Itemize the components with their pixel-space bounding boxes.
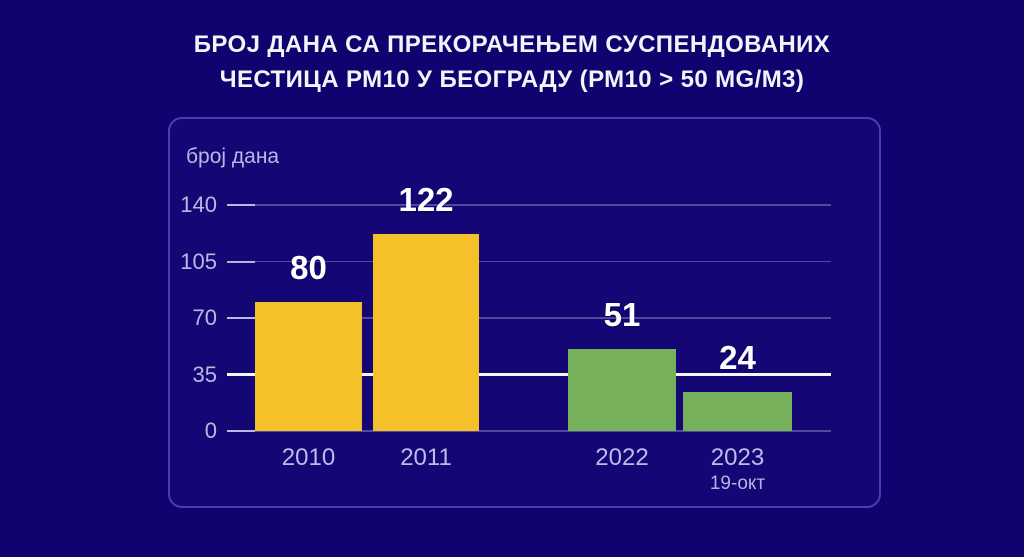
y-tick-mark-140 <box>227 204 255 206</box>
gridline-0 <box>227 430 831 432</box>
x-tick-label-2011: 2011 <box>400 444 452 471</box>
y-tick-label-35: 35 <box>192 361 217 387</box>
x-tick-sublabel-2023: 19-окт <box>709 473 766 494</box>
bar-value-label-2023: 24 <box>719 339 756 377</box>
y-tick-mark-70 <box>227 317 255 319</box>
y-tick-label-70: 70 <box>192 305 217 330</box>
x-tick-label-2023: 2023 <box>710 444 765 471</box>
y-tick-label-105: 105 <box>180 248 217 274</box>
y-tick-mark-0 <box>227 430 255 432</box>
y-tick-mark-105 <box>227 260 255 263</box>
chart-title: БРОЈ ДАНА СА ПРЕКОРАЧЕЊЕМ СУСПЕНДОВАНИХ … <box>0 27 1024 97</box>
x-tick-label-2010: 2010 <box>281 444 336 471</box>
bar-value-label-2010: 80 <box>290 248 327 286</box>
y-tick-label-140: 140 <box>180 192 217 217</box>
bar-2011 <box>373 234 479 431</box>
x-tick-label-2022: 2022 <box>595 444 649 471</box>
bar-2023 <box>683 392 792 431</box>
chart-title-line-1: БРОЈ ДАНА СА ПРЕКОРАЧЕЊЕМ СУСПЕНДОВАНИХ <box>193 31 831 58</box>
y-axis-title: број дана <box>186 145 280 168</box>
bar-2022 <box>568 348 676 431</box>
gridline-140 <box>227 204 831 206</box>
y-tick-label-0: 0 <box>204 418 217 443</box>
gridline-70 <box>227 317 831 319</box>
bar-value-label-2022: 51 <box>603 295 641 333</box>
bar-value-label-2011: 122 <box>398 181 454 219</box>
bar-2010 <box>255 301 362 431</box>
gridline-105 <box>227 260 831 263</box>
reference-line-35 <box>227 373 831 376</box>
chart-title-line-2: ЧЕСТИЦА РМ10 У БЕОГРАДУ (РМ10 > 50 MG/М3… <box>219 66 805 93</box>
plot-area: 0 35 70 105 140 80 2010 122 2011 51 2022 24 2023 19-о… <box>180 182 831 494</box>
